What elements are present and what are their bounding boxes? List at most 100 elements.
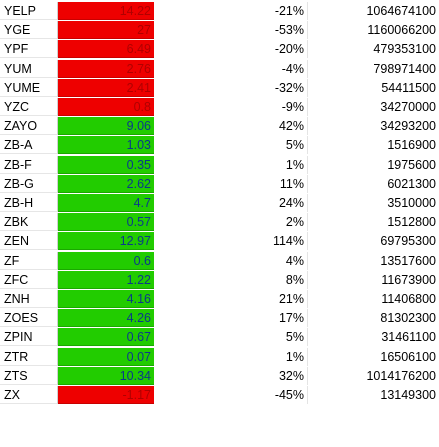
volume-cell[interactable]: 1516900 — [387, 138, 436, 153]
value-cell[interactable]: -1.17 — [58, 386, 154, 404]
ticker-cell[interactable]: YELP — [0, 2, 58, 20]
ticker-cell[interactable]: ZB-F — [0, 155, 58, 174]
volume-cell[interactable]: 1014176200 — [366, 368, 436, 383]
volume-cell[interactable]: 34270000 — [380, 100, 436, 114]
volume-cell[interactable]: 13149300 — [380, 388, 436, 402]
ticker-cell[interactable]: YPF — [0, 40, 58, 59]
change-cell[interactable]: 5% — [154, 328, 308, 347]
value-cell[interactable]: 1.03 — [58, 136, 154, 155]
change-cell[interactable]: 24% — [154, 194, 308, 212]
volume-cell[interactable]: 479353100 — [373, 42, 436, 57]
value-cell[interactable]: 0.6 — [58, 251, 154, 270]
value-cell[interactable]: 0.8 — [58, 98, 154, 116]
change-cell[interactable]: 8% — [154, 270, 308, 289]
ticker-cell[interactable]: YUM — [0, 59, 58, 78]
change-cell[interactable]: -45% — [154, 386, 308, 404]
table-row: ZEN 12.97 114% 69795300 — [0, 232, 439, 251]
value-text: 2.62 — [126, 176, 151, 191]
change-cell[interactable]: 32% — [154, 366, 308, 385]
ticker-cell[interactable]: ZB-A — [0, 136, 58, 155]
table-row: ZTS 10.34 32% 1014176200 — [0, 366, 439, 385]
volume-cell[interactable]: 3510000 — [387, 196, 436, 210]
value-cell[interactable]: 10.34 — [58, 366, 154, 385]
change-cell[interactable]: 1% — [154, 347, 308, 366]
ticker-cell[interactable]: ZAYO — [0, 117, 58, 136]
change-cell[interactable]: 5% — [154, 136, 308, 155]
value-cell[interactable]: 4.7 — [58, 194, 154, 212]
change-cell[interactable]: 17% — [154, 309, 308, 328]
ticker-cell[interactable]: ZB-G — [0, 174, 58, 193]
volume-cell[interactable]: 81302300 — [380, 311, 436, 326]
change-cell[interactable]: 4% — [154, 251, 308, 270]
ticker-cell[interactable]: ZOES — [0, 309, 58, 328]
table-row: YELP 14.22 -21% 1064674100 — [0, 2, 439, 20]
value-text: 1.03 — [126, 138, 151, 153]
ticker-cell[interactable]: ZTS — [0, 366, 58, 385]
value-text: 27 — [137, 23, 151, 38]
volume-cell[interactable]: 13517600 — [380, 253, 436, 268]
table-row: ZAYO 9.06 42% 34293200 — [0, 117, 439, 136]
value-cell[interactable]: 0.35 — [58, 155, 154, 174]
table-row: YPF 6.49 -20% 479353100 — [0, 40, 439, 59]
table-row: ZX -1.17 -45% 13149300 — [0, 386, 439, 404]
volume-cell[interactable]: 1512800 — [387, 215, 436, 230]
value-cell[interactable]: 0.07 — [58, 347, 154, 366]
value-text: 2.76 — [126, 61, 151, 76]
value-cell[interactable]: 0.67 — [58, 328, 154, 347]
volume-cell[interactable]: 69795300 — [380, 234, 436, 249]
change-cell[interactable]: 2% — [154, 213, 308, 232]
change-cell[interactable]: -53% — [154, 21, 308, 40]
change-cell[interactable]: -32% — [154, 78, 308, 97]
change-cell[interactable]: 1% — [154, 155, 308, 174]
ticker-cell[interactable]: ZFC — [0, 270, 58, 289]
value-cell[interactable]: 2.41 — [58, 78, 154, 97]
volume-cell[interactable]: 1064674100 — [366, 4, 436, 18]
value-cell[interactable]: 27 — [58, 21, 154, 40]
ticker-cell[interactable]: ZB-H — [0, 194, 58, 212]
volume-cell[interactable]: 11406800 — [381, 292, 436, 306]
change-cell[interactable]: 114% — [154, 232, 308, 251]
change-cell[interactable]: 11% — [154, 174, 308, 193]
value-cell[interactable]: 2.76 — [58, 59, 154, 78]
table-row: ZB-H 4.7 24% 3510000 — [0, 194, 439, 212]
value-text: -1.17 — [122, 388, 152, 402]
value-cell[interactable]: 0.57 — [58, 213, 154, 232]
ticker-cell[interactable]: ZBK — [0, 213, 58, 232]
volume-cell[interactable]: 1975600 — [387, 157, 436, 172]
ticker-cell[interactable]: ZX — [0, 386, 58, 404]
volume-cell[interactable]: 1160066200 — [367, 23, 436, 38]
value-text: 4.16 — [126, 292, 151, 306]
value-cell[interactable]: 14.22 — [58, 2, 154, 20]
ticker-cell[interactable]: ZNH — [0, 290, 58, 308]
volume-cell[interactable]: 34293200 — [380, 119, 436, 134]
value-cell[interactable]: 2.62 — [58, 174, 154, 193]
value-cell[interactable]: 4.16 — [58, 290, 154, 308]
value-text: 4.7 — [133, 196, 151, 210]
volume-cell[interactable]: 54411500 — [381, 80, 436, 95]
value-cell[interactable]: 6.49 — [58, 40, 154, 59]
change-cell[interactable]: 42% — [154, 117, 308, 136]
ticker-cell[interactable]: YUME — [0, 78, 58, 97]
value-cell[interactable]: 4.26 — [58, 309, 154, 328]
ticker-cell[interactable]: ZPIN — [0, 328, 58, 347]
volume-cell[interactable]: 6021300 — [387, 176, 436, 191]
volume-cell[interactable]: 11673900 — [381, 272, 436, 287]
ticker-cell[interactable]: ZF — [0, 251, 58, 270]
ticker-cell[interactable]: YGE — [0, 21, 58, 40]
change-cell[interactable]: 21% — [154, 290, 308, 308]
ticker-cell[interactable]: YZC — [0, 98, 58, 116]
volume-cell[interactable]: 798971400 — [373, 61, 436, 76]
change-cell[interactable]: -4% — [154, 59, 308, 78]
value-text: 0.57 — [126, 215, 151, 230]
value-cell[interactable]: 9.06 — [58, 117, 154, 136]
value-cell[interactable]: 1.22 — [58, 270, 154, 289]
volume-cell[interactable]: 31461100 — [381, 330, 436, 345]
ticker-cell[interactable]: ZTR — [0, 347, 58, 366]
change-cell[interactable]: -9% — [154, 98, 308, 116]
change-cell[interactable]: -20% — [154, 40, 308, 59]
value-cell[interactable]: 12.97 — [58, 232, 154, 251]
ticker-cell[interactable]: ZEN — [0, 232, 58, 251]
volume-cell[interactable]: 16506100 — [380, 349, 436, 364]
change-cell[interactable]: -21% — [154, 2, 308, 20]
